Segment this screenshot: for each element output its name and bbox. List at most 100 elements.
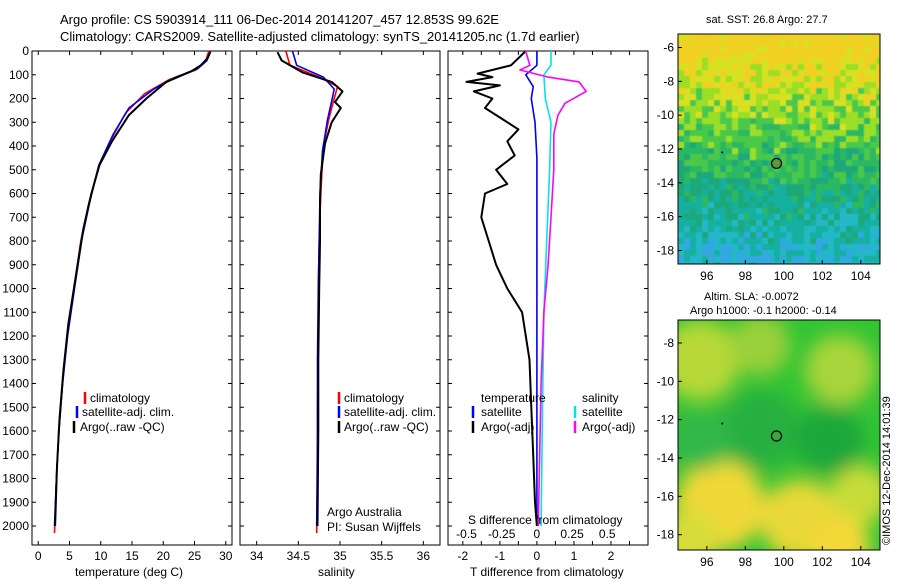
sst-cell <box>858 190 864 196</box>
sst-cell <box>726 154 732 160</box>
sst-cell <box>822 256 828 262</box>
sst-cell <box>786 34 792 40</box>
sst-cell <box>852 238 858 244</box>
sst-cell <box>822 154 828 160</box>
sst-cell <box>696 184 702 190</box>
sst-cell <box>840 100 846 106</box>
sst-cell <box>702 70 708 76</box>
sst-cell <box>858 34 864 40</box>
map-x-tick-label: 98 <box>739 269 753 283</box>
map-x-tick-label: 102 <box>812 269 832 283</box>
sst-cell <box>768 70 774 76</box>
sst-cell <box>696 238 702 244</box>
sst-cell <box>780 130 786 136</box>
sst-cell <box>840 262 846 264</box>
sst-cell <box>750 190 756 196</box>
sst-cell <box>780 94 786 100</box>
sst-cell <box>720 94 726 100</box>
sst-cell <box>690 124 696 130</box>
sst-cell <box>810 154 816 160</box>
sst-cell <box>750 70 756 76</box>
sst-cell <box>822 82 828 88</box>
sst-cell <box>780 202 786 208</box>
sst-cell <box>750 130 756 136</box>
depth-tick-label: 1700 <box>2 448 29 462</box>
sst-cell <box>864 118 870 124</box>
map-x-tick-label: 98 <box>739 555 753 569</box>
sst-cell <box>738 190 744 196</box>
sst-cell <box>786 100 792 106</box>
sst-cell <box>834 160 840 166</box>
sla-blob <box>678 410 730 470</box>
sst-cell <box>816 88 822 94</box>
salinity-panel-frame <box>239 50 441 546</box>
sst-cell <box>708 238 714 244</box>
sst-cell <box>738 76 744 82</box>
sst-cell <box>846 202 852 208</box>
sst-cell <box>846 82 852 88</box>
sst-cell <box>816 124 822 130</box>
x-tick-label: 15 <box>125 549 139 563</box>
sst-cell <box>696 166 702 172</box>
sst-cell <box>756 136 762 142</box>
sst-cell <box>864 190 870 196</box>
sst-cell <box>828 58 834 64</box>
sst-cell <box>762 154 768 160</box>
sst-cell <box>708 172 714 178</box>
sst-cell <box>786 172 792 178</box>
sst-cell <box>876 148 880 154</box>
profile-line-satellite <box>53 50 212 527</box>
sst-cell <box>732 202 738 208</box>
sst-cell <box>780 208 786 214</box>
sst-cell <box>768 112 774 118</box>
sst-cell <box>684 208 690 214</box>
sst-cell <box>696 40 702 46</box>
sst-cell <box>756 88 762 94</box>
sst-cell <box>846 262 852 264</box>
sst-cell <box>690 64 696 70</box>
sst-cell <box>810 130 816 136</box>
sst-cell <box>840 232 846 238</box>
sst-cell <box>714 202 720 208</box>
sst-cell <box>726 100 732 106</box>
sst-cell <box>876 40 880 46</box>
sst-cell <box>690 40 696 46</box>
sst-cell <box>858 136 864 142</box>
sst-cell <box>762 190 768 196</box>
sst-cell <box>756 166 762 172</box>
sst-cell <box>702 166 708 172</box>
sst-cell <box>762 226 768 232</box>
sst-cell <box>858 142 864 148</box>
sst-cell <box>738 40 744 46</box>
sst-cell <box>840 184 846 190</box>
sst-cell <box>696 256 702 262</box>
sst-cell <box>810 118 816 124</box>
sst-cell <box>774 214 780 220</box>
sst-cell <box>876 100 880 106</box>
sst-cell <box>726 196 732 202</box>
sst-cell <box>774 106 780 112</box>
sst-cell <box>816 238 822 244</box>
sst-cell <box>792 94 798 100</box>
sst-cell <box>690 70 696 76</box>
sla-blob <box>720 390 800 470</box>
sst-cell <box>810 100 816 106</box>
sst-cell <box>714 250 720 256</box>
sst-cell <box>696 94 702 100</box>
sst-cell <box>744 196 750 202</box>
sst-cell <box>678 184 684 190</box>
sst-cell <box>762 250 768 256</box>
sst-cell <box>846 70 852 76</box>
sst-cell <box>822 196 828 202</box>
sst-cell <box>720 226 726 232</box>
x-tick-label: 20 <box>157 549 171 563</box>
sst-cell <box>732 190 738 196</box>
sst-cell <box>762 256 768 262</box>
sst-cell <box>726 136 732 142</box>
sst-cell <box>864 226 870 232</box>
sst-cell <box>720 70 726 76</box>
sst-cell <box>708 256 714 262</box>
sst-cell <box>876 178 880 184</box>
sst-cell <box>846 64 852 70</box>
depth-tick-label: 1100 <box>3 305 29 319</box>
